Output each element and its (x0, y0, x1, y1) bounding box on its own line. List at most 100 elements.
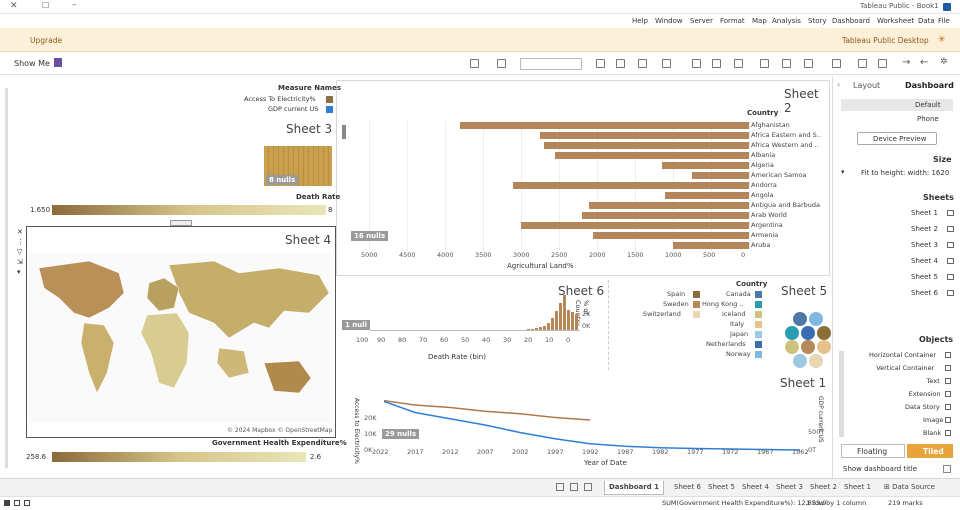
bar[interactable] (543, 142, 749, 149)
sheet-list-item[interactable]: Sheet 3 (911, 241, 938, 249)
size-dropdown[interactable]: Fit to height: width: 1620 (861, 169, 950, 177)
world-map[interactable] (29, 253, 333, 423)
new-dashboard-icon[interactable] (570, 483, 578, 491)
sheet-1-container[interactable]: Sheet 1 Access to Electricity% GDP curre… (340, 372, 830, 472)
category-label[interactable]: Algeria (751, 161, 774, 169)
objects-scrollbar[interactable] (839, 351, 844, 437)
minimize-icon[interactable]: – (72, 0, 77, 10)
tab-sheet-1[interactable]: Sheet 1 (844, 483, 871, 491)
sheet-list-item[interactable]: Sheet 5 (911, 273, 938, 281)
histogram-bar[interactable] (570, 312, 574, 330)
menu-data[interactable]: Data (918, 17, 935, 25)
sheet-3-nulls-badge[interactable]: 8 nulls (266, 175, 299, 185)
maximize-icon[interactable]: ☐ (42, 1, 50, 10)
menu-help[interactable]: Help (632, 17, 648, 25)
category-label[interactable]: Angola (751, 191, 774, 199)
category-label[interactable]: Antigua and Barbuda (751, 201, 820, 209)
sheet-2-scrollbar[interactable] (342, 125, 346, 139)
new-worksheet-icon[interactable] (584, 483, 592, 491)
show-me-button[interactable]: Show Me (14, 59, 50, 68)
pin-icon[interactable] (596, 59, 605, 68)
object-list-item[interactable]: Image (923, 416, 944, 424)
legend-label[interactable]: Japan (730, 330, 749, 338)
legend-label[interactable]: Canada (726, 290, 751, 298)
clear-icon[interactable] (760, 59, 769, 68)
sheet-list-item[interactable]: Sheet 6 (911, 289, 938, 297)
menu-file[interactable]: File (938, 17, 950, 25)
histogram-bar[interactable] (554, 311, 558, 330)
labels-icon[interactable] (616, 59, 625, 68)
legend-label[interactable]: Italy (730, 320, 745, 328)
sheet-6-container[interactable]: Sheet 6 % of Country 0 10 20 30 40 50 60 70 80 90… (340, 280, 605, 370)
close-icon[interactable]: ✕ (10, 1, 18, 11)
country-circle[interactable] (817, 326, 831, 340)
bar[interactable] (589, 202, 749, 209)
country-circle[interactable] (793, 312, 807, 326)
tab-dashboard-1[interactable]: Dashboard 1 (604, 481, 664, 495)
legend-label[interactable]: Sweden (663, 300, 689, 308)
histogram-bar[interactable] (542, 325, 546, 330)
category-label[interactable]: Andorra (751, 181, 777, 189)
sheet-1-nulls-badge[interactable]: 29 nulls (382, 429, 420, 439)
bar[interactable] (581, 212, 749, 219)
object-list-item[interactable]: Horizontal Container (869, 351, 937, 359)
canvas-scrollbar[interactable] (5, 88, 8, 468)
bar[interactable] (460, 122, 749, 129)
legend-label[interactable]: Norway (726, 350, 751, 358)
bar[interactable] (661, 162, 749, 169)
histogram-bar[interactable] (538, 327, 542, 330)
upgrade-button[interactable]: Upgrade (30, 36, 63, 45)
bar[interactable] (555, 152, 749, 159)
category-label[interactable]: Aruba (751, 241, 771, 249)
legend-label[interactable]: Spain (667, 290, 686, 298)
bar[interactable] (513, 182, 749, 189)
histogram-bar[interactable] (550, 318, 554, 330)
show-me-icon[interactable] (54, 58, 62, 67)
sheet-4-container[interactable]: Sheet 4 © 2024 Mapbox © OpenStreetMap (26, 226, 336, 438)
map-filter-icon[interactable]: ▽ (17, 248, 23, 256)
device-default[interactable] (841, 99, 953, 111)
legend-label[interactable]: Hong Kong .. (702, 300, 744, 308)
tab-sheet-4[interactable]: Sheet 4 (742, 483, 769, 491)
country-circle[interactable] (809, 312, 823, 326)
object-list-item[interactable]: Extension (908, 390, 941, 398)
new-sheet-icon[interactable] (804, 59, 813, 68)
histogram-bar[interactable] (558, 303, 562, 330)
tab-sheet-5[interactable]: Sheet 5 (708, 483, 735, 491)
sheet-5-container[interactable]: Sheet 5 Country Canada Hong Kong .. Icelan… (608, 280, 831, 370)
tiled-button[interactable] (907, 444, 953, 458)
map-close-icon[interactable]: ✕ (17, 228, 23, 236)
floating-button[interactable] (841, 444, 905, 458)
bar[interactable] (692, 172, 749, 179)
map-more-icon[interactable]: ▾ (17, 268, 21, 276)
object-list-item[interactable]: Text (926, 377, 940, 385)
view-grid-icon[interactable] (14, 500, 20, 506)
map-fit-icon[interactable]: ⇲ (17, 258, 23, 266)
tab-sheet-3[interactable]: Sheet 3 (776, 483, 803, 491)
sort-desc-icon[interactable] (692, 59, 701, 68)
sheet-list-item[interactable]: Sheet 1 (911, 209, 938, 217)
category-label[interactable]: Armenia (751, 231, 779, 239)
country-circle[interactable] (785, 340, 799, 354)
show-cards-icon[interactable] (497, 59, 506, 68)
legend-label[interactable]: Netherlands (706, 340, 746, 348)
object-list-item[interactable]: Data Story (905, 403, 940, 411)
category-label[interactable]: Africa Eastern and S.. (751, 131, 821, 139)
bar[interactable] (521, 222, 749, 229)
sheet-2-nulls-badge[interactable]: 16 nulls (351, 231, 389, 241)
country-circle[interactable] (785, 326, 799, 340)
legend-label[interactable]: Switzerland (643, 310, 681, 318)
show-title-checkbox[interactable] (943, 465, 951, 473)
menu-map[interactable]: Map (752, 17, 767, 25)
tab-sheet-6[interactable]: Sheet 6 (674, 483, 701, 491)
category-label[interactable]: Albania (751, 151, 776, 159)
category-label[interactable]: Africa Western and .. (751, 141, 819, 149)
menu-window[interactable]: Window (655, 17, 683, 25)
category-label[interactable]: Arab World (751, 211, 787, 219)
tab-dashboard[interactable]: Dashboard (905, 81, 954, 90)
new-story-icon[interactable] (556, 483, 564, 491)
presentation-icon[interactable] (470, 59, 479, 68)
menu-dashboard[interactable]: Dashboard (832, 17, 870, 25)
menu-server[interactable]: Server (690, 17, 713, 25)
bar[interactable] (540, 132, 749, 139)
